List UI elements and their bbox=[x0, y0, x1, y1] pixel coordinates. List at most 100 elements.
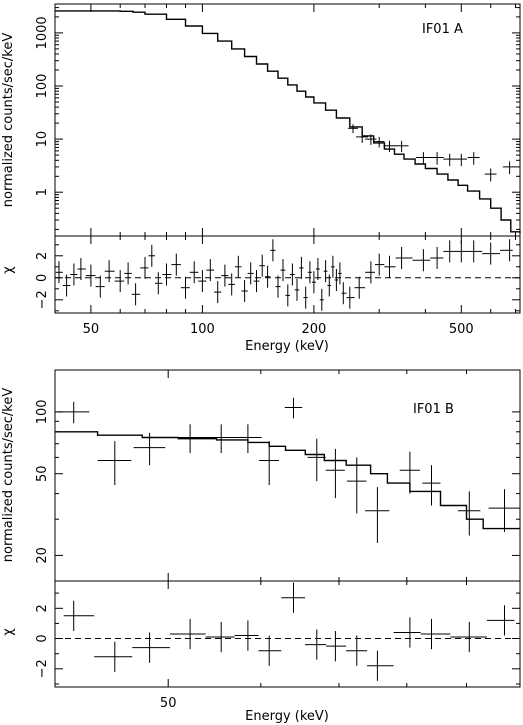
panel-a-residual-point bbox=[290, 263, 295, 286]
panel-a-residual-point bbox=[375, 253, 385, 276]
panel-a-residual-point bbox=[285, 284, 291, 307]
panel-b-data-point bbox=[488, 489, 520, 532]
panel-b: IF01 B normalized counts/sec/keV χ Energ… bbox=[1, 369, 521, 724]
panel-a-main-plot: 1 10 100 1000 bbox=[35, 4, 521, 236]
panel-a-residual-point bbox=[131, 283, 141, 306]
panel-a-data-point bbox=[455, 153, 467, 167]
panel-a-residual-plot: 50 100 200 500 −2 0 2 bbox=[35, 236, 520, 337]
panel-a-model-line bbox=[55, 10, 521, 234]
panel-b-data-point bbox=[57, 401, 90, 424]
panel-a-residual-point bbox=[412, 249, 431, 272]
panel-a-residual-point bbox=[95, 275, 105, 298]
panel-a-residual-point bbox=[334, 269, 339, 291]
panel-b-residual-point bbox=[169, 618, 206, 650]
panel-a-x-label: Energy (keV) bbox=[245, 339, 329, 354]
panel-a-residual-point bbox=[327, 274, 332, 297]
panel-b-res-y-tick-label: −2 bbox=[35, 659, 50, 678]
panel-a-y-tick-label: 10 bbox=[35, 131, 50, 148]
panel-a-data-point bbox=[502, 161, 517, 175]
panel-a-data-point bbox=[467, 152, 480, 165]
panel-a-residual-point bbox=[259, 254, 265, 277]
panel-b-residual-point bbox=[393, 617, 421, 648]
panel-a-residual-point bbox=[395, 247, 413, 269]
panel-a-data-point bbox=[347, 124, 358, 134]
panel-a-residual-point bbox=[346, 286, 355, 309]
panel-a-residual-point bbox=[55, 261, 63, 284]
panel-a-residual-point bbox=[467, 240, 483, 263]
panel-a-residual-point bbox=[162, 263, 172, 286]
panel-a-residual-point bbox=[206, 259, 214, 282]
panel-a-residual-point bbox=[140, 256, 149, 279]
panel-b-residual-frame bbox=[54, 580, 521, 688]
panel-a-residual-point bbox=[77, 258, 86, 280]
panel-b-residual-point bbox=[63, 600, 95, 631]
panel-a-data-point bbox=[383, 140, 396, 153]
panel-a-residual-point bbox=[171, 253, 181, 276]
panel-b-data-point bbox=[259, 441, 279, 486]
panel-a-residual-point bbox=[299, 256, 304, 279]
panel-a-residual-point bbox=[114, 270, 125, 293]
panel-a-residual-point bbox=[294, 278, 300, 301]
panel-a-residual-point bbox=[275, 275, 281, 298]
panel-a-residual-point bbox=[62, 274, 71, 297]
panel-a-residual-point bbox=[155, 272, 163, 295]
panel-a-residual-point bbox=[247, 262, 254, 285]
panel-a-residual-point bbox=[228, 273, 235, 296]
panel-a-residual-point bbox=[384, 255, 396, 278]
panel-b-residual-point bbox=[94, 641, 133, 672]
panel-a-data-point bbox=[394, 140, 409, 153]
panel-a-residual-point bbox=[331, 255, 335, 278]
panel-a-residual-point bbox=[365, 261, 375, 284]
panel-a-residual-point bbox=[341, 282, 347, 305]
panel-b-residual-point bbox=[258, 635, 282, 666]
panel-b-x-label: Energy (keV) bbox=[245, 709, 329, 724]
panel-a-residual-point bbox=[303, 286, 308, 309]
panel-a-y-tick-label: 1 bbox=[35, 188, 50, 196]
panel-b-residual-y-label: χ bbox=[1, 628, 16, 636]
panel-b-data-point bbox=[307, 438, 326, 482]
panel-b-data-point bbox=[133, 432, 166, 466]
panel-b-data-point bbox=[422, 465, 441, 506]
panel-a-residual-point bbox=[280, 259, 286, 282]
panel-b-data-point bbox=[325, 448, 345, 499]
panel-a-residual-point bbox=[214, 281, 222, 304]
panel-b-residual-point bbox=[346, 635, 368, 666]
panel-a-x-tick-label: 100 bbox=[190, 322, 215, 337]
panel-a-residual-point bbox=[124, 262, 132, 285]
panel-b-residual-point bbox=[450, 621, 487, 653]
panel-a-residual-point bbox=[338, 262, 342, 285]
panel-a-data-point bbox=[356, 132, 369, 143]
panel-a-x-tick-label: 50 bbox=[83, 322, 100, 337]
panel-a-residual-point bbox=[307, 261, 312, 284]
panel-a-data-point bbox=[373, 136, 385, 148]
panel-a-residual-point bbox=[180, 276, 190, 299]
panel-a-data-point bbox=[430, 152, 444, 165]
panel-b-data-point bbox=[458, 491, 481, 536]
panel-a-residual-point bbox=[198, 270, 207, 293]
panel-a-residual-frame bbox=[54, 235, 521, 314]
panel-b-residual-point bbox=[420, 618, 451, 650]
panel-a-residual-point bbox=[455, 240, 468, 263]
panel-a-data-point bbox=[365, 134, 377, 145]
panel-a-res-y-tick-label: −2 bbox=[35, 290, 50, 309]
panel-b-residual-point bbox=[367, 650, 394, 681]
panel-b-residual-point bbox=[205, 621, 235, 653]
panel-b-residual-point bbox=[132, 632, 170, 663]
panel-a-data-point bbox=[443, 153, 456, 167]
panel-a-residual-point bbox=[221, 264, 229, 287]
panel-b-x-tick-label: 50 bbox=[160, 696, 177, 711]
panel-a-residual-point bbox=[311, 271, 316, 294]
panel-a-y-label: normalized counts/sec/keV bbox=[1, 33, 16, 208]
panel-a-residual-point bbox=[270, 239, 276, 262]
panel-b-residual-plot: 50 −2 0 2 bbox=[35, 581, 521, 711]
panel-b-data-point bbox=[284, 397, 303, 419]
panel-b-data-point bbox=[365, 487, 390, 543]
panel-b-annotation: IF01 B bbox=[413, 402, 454, 417]
panel-a-residual-point bbox=[148, 244, 155, 267]
panel-a-annotation: IF01 A bbox=[422, 22, 463, 37]
panel-b-main-plot: 20 50 100 bbox=[35, 370, 521, 581]
panel-b-residual-point bbox=[305, 629, 327, 660]
panel-b-residual-point bbox=[281, 582, 306, 613]
panel-b-data-point bbox=[205, 424, 237, 454]
